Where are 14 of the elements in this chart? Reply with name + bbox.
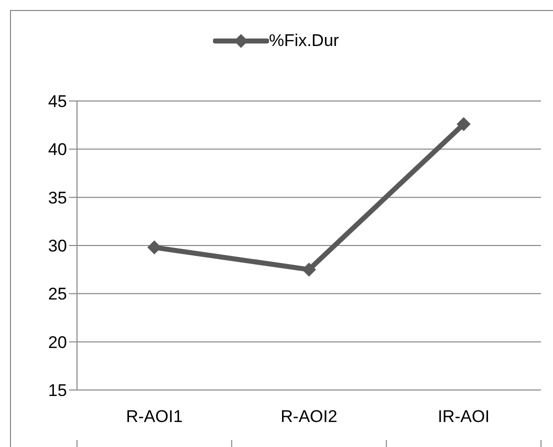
legend-label: %Fix.Dur <box>269 31 339 51</box>
y-tick-label: 30 <box>48 236 67 256</box>
y-tick-label: 45 <box>48 92 67 112</box>
y-tick-label: 40 <box>48 140 67 160</box>
point <box>456 117 471 132</box>
x-tick-label: R-AOI2 <box>280 407 338 426</box>
y-tick-label: 35 <box>48 188 67 208</box>
y-tick-label: 20 <box>48 332 67 352</box>
y-tick-label: 25 <box>48 284 67 304</box>
y-tick-label: 15 <box>48 381 67 400</box>
point <box>302 262 316 277</box>
x-tick-label: R-AOI1 <box>126 407 183 426</box>
point <box>147 240 162 254</box>
x-tick-label: IR-AOI <box>438 407 490 426</box>
